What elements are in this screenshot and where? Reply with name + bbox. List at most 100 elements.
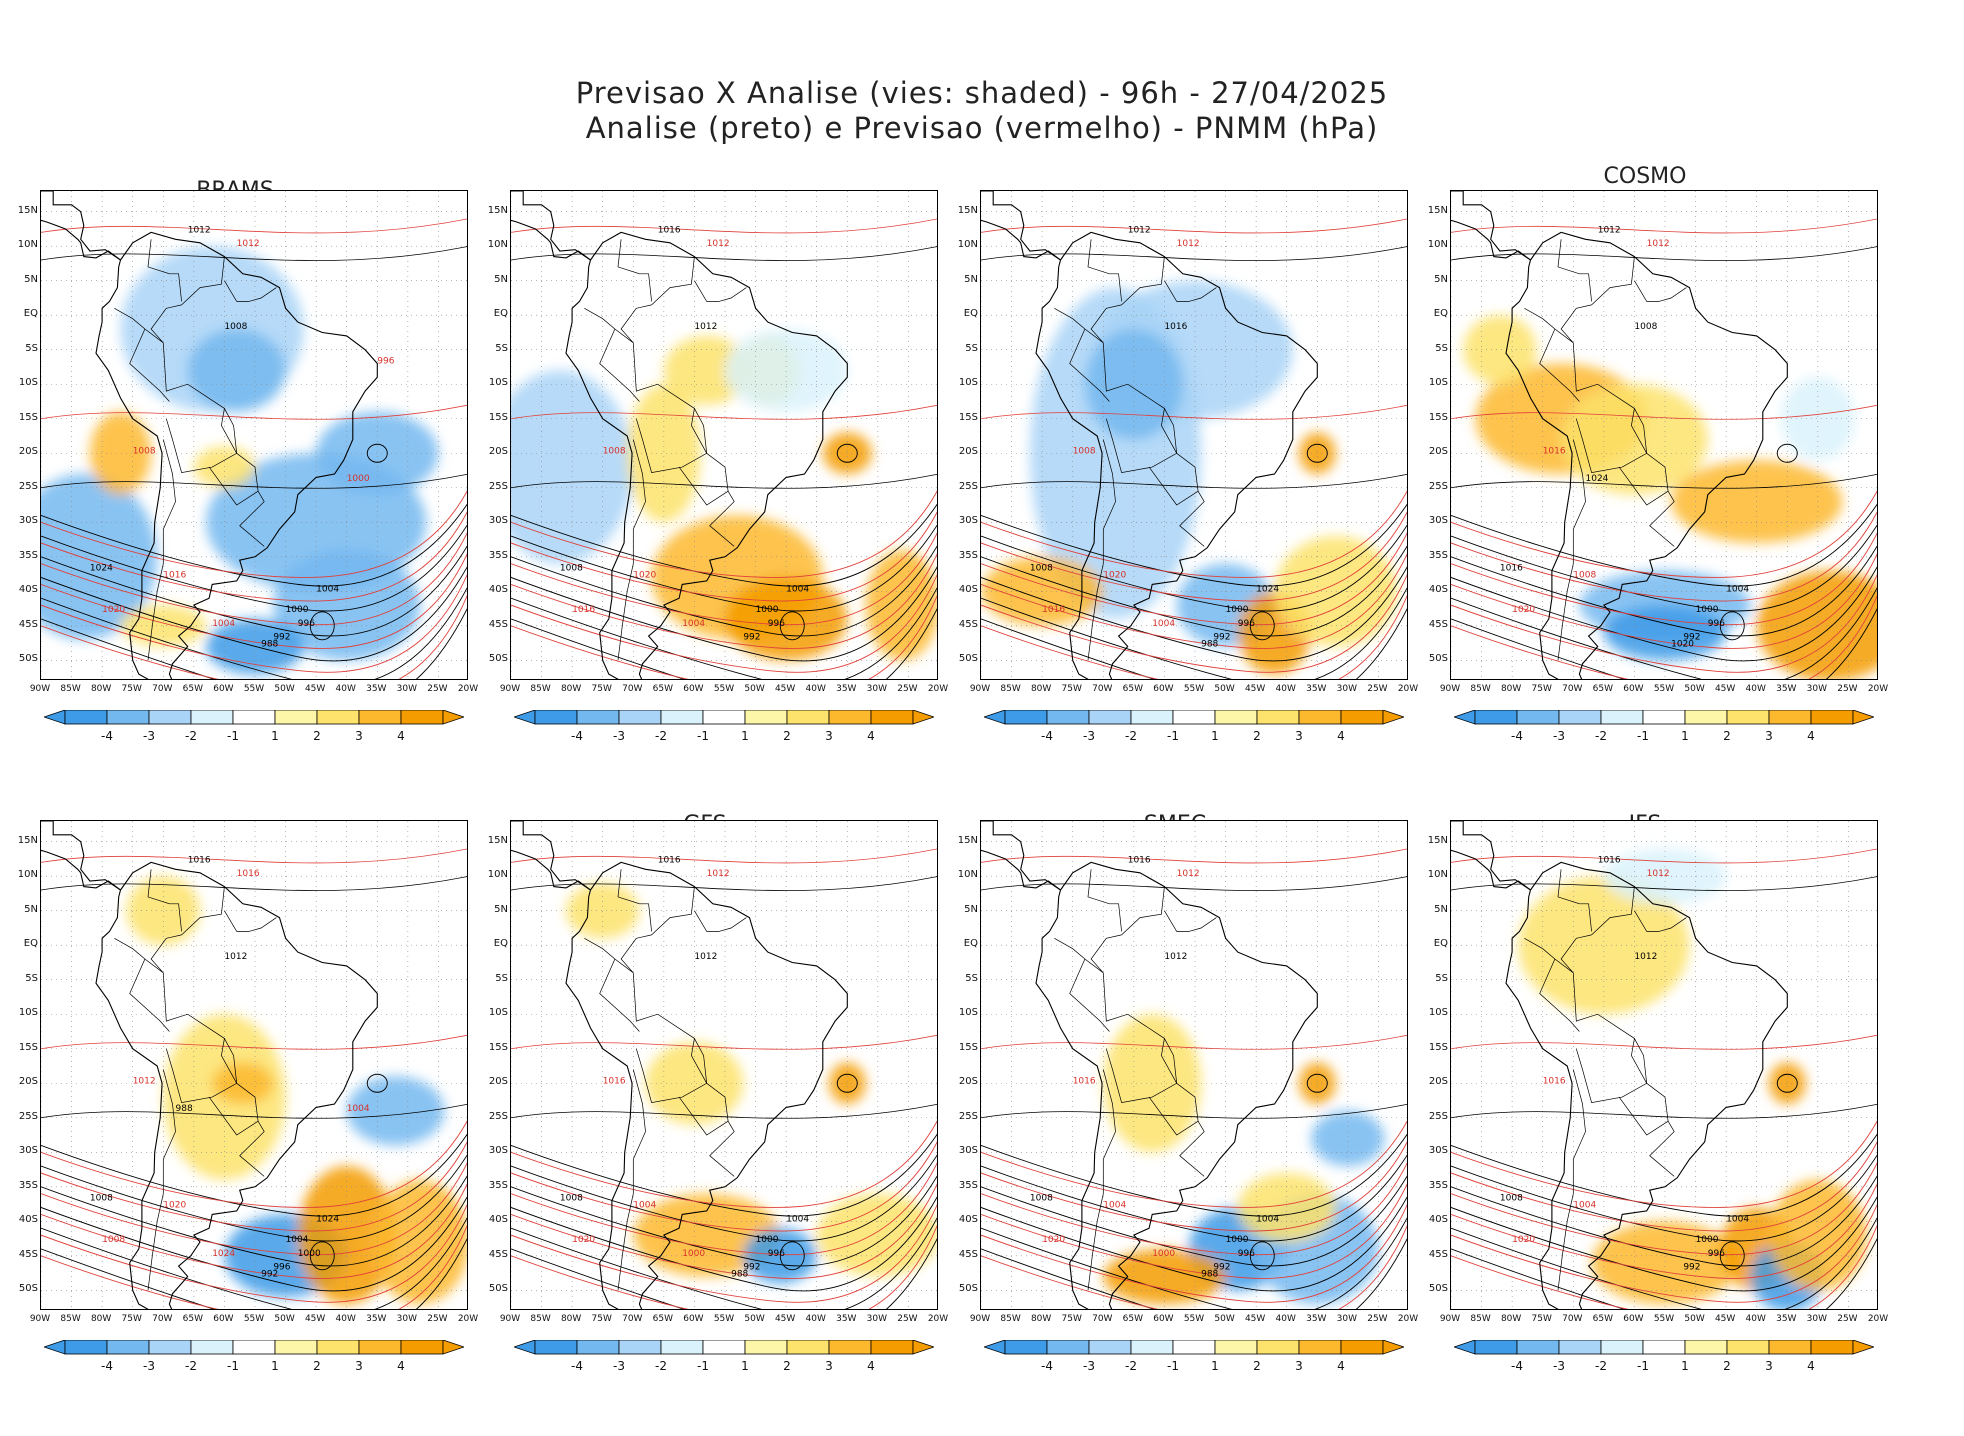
lat-label: 15S	[1428, 1041, 1448, 1053]
forecast-contour-label: 1020	[163, 1200, 186, 1210]
colorbar-tick-label: 1	[741, 729, 749, 743]
lon-label: 50W	[274, 684, 295, 694]
colorbar-tick-label: 2	[1723, 1359, 1731, 1373]
map-plot: 1012 1016 1008 1024 1000 996 992 988 1012 1008 101…	[980, 190, 1408, 680]
analysis-isobar	[1451, 1133, 1877, 1217]
analysis-isobar	[1451, 566, 1877, 662]
analysis-isobar	[981, 876, 1407, 891]
country-border	[617, 439, 646, 661]
lon-label: 85W	[60, 684, 81, 694]
forecast-contour-label: 1008	[603, 446, 626, 456]
analysis-isobar	[981, 1103, 1407, 1119]
lat-label: 30S	[18, 1145, 38, 1157]
colorbar: -4 -3 -2 -1 1 2 3 4	[42, 709, 466, 760]
country-border	[165, 1038, 238, 1104]
country-border	[1572, 972, 1648, 1084]
lon-label: 55W	[1653, 1314, 1675, 1324]
analysis-isobar	[981, 607, 1407, 679]
analysis-isobar	[1306, 443, 1328, 463]
analysis-isobar	[511, 473, 937, 489]
bias-shading	[126, 876, 200, 946]
lat-label: 15S	[1428, 411, 1448, 423]
lat-label: 5N	[494, 903, 508, 915]
lat-label: 45S	[1428, 1248, 1448, 1260]
lon-label: 35W	[366, 1314, 387, 1324]
country-border	[147, 239, 182, 302]
bias-shading	[1768, 1179, 1867, 1291]
colorbar-segment	[618, 1339, 662, 1355]
forecast-isobar	[41, 1224, 467, 1309]
analysis-isobar	[1451, 1196, 1877, 1292]
colorbar-segment	[400, 709, 444, 725]
lat-label: 30S	[1428, 1145, 1448, 1157]
forecast-isobar	[1451, 573, 1877, 673]
analysis-contour-label: 1004	[1726, 1214, 1749, 1224]
bias-shading	[89, 411, 152, 495]
lat-label: 15N	[487, 204, 508, 216]
colorbar-tick-label: -1	[1167, 729, 1179, 743]
forecast-contour-label: 1020	[1042, 1235, 1065, 1245]
colorbar: -4 -3 -2 -1 1 2 3 4	[42, 1339, 466, 1390]
bias-shading	[120, 605, 207, 647]
country-border	[181, 886, 225, 936]
colorbar-tick-label: -2	[655, 729, 667, 743]
bias-shading	[1768, 1062, 1806, 1104]
map-plot: 1016 1012 1008 1004 1000 996 992 988 1012 1016 102…	[980, 820, 1408, 1310]
lat-label: 15S	[18, 1041, 38, 1053]
colorbar-segment	[1256, 1339, 1300, 1355]
lat-label: 10S	[488, 377, 508, 389]
lon-label: 75W	[591, 684, 612, 694]
forecast-isobar	[511, 1183, 937, 1279]
lat-label: 45S	[958, 618, 978, 630]
coastline	[95, 231, 378, 679]
colorbar-segment	[576, 1339, 620, 1355]
lon-label: 70W	[622, 1314, 643, 1324]
colorbar-tick-label: 3	[825, 729, 833, 743]
lon-label: 45W	[774, 684, 796, 694]
lat-label: EQ	[493, 308, 508, 320]
lat-label: 5S	[1435, 972, 1448, 984]
lat-label: 45S	[18, 618, 38, 630]
lon-label: 85W	[530, 1314, 551, 1324]
country-border	[1557, 439, 1586, 661]
lon-label: 25W	[1367, 1314, 1388, 1324]
lat-label: 15N	[487, 834, 508, 846]
colorbar-segment	[1768, 1339, 1812, 1355]
lon-label: 25W	[897, 684, 918, 694]
colorbar-tick-label: -4	[1041, 1359, 1053, 1373]
lon-label: 60W	[213, 684, 234, 694]
colorbar-segment	[786, 709, 830, 725]
lat-label: 15N	[957, 204, 978, 216]
forecast-isobar	[1451, 490, 1877, 578]
bias-shading	[1756, 570, 1877, 679]
country-border	[1105, 408, 1178, 474]
lat-label: EQ	[963, 938, 978, 950]
analysis-contour-label: 992	[1683, 633, 1700, 643]
lon-label: 30W	[866, 684, 888, 694]
colorbar-tick-label: 4	[397, 1359, 405, 1373]
analysis-contour-label: 992	[1683, 1263, 1700, 1273]
map-plot: 1012 1008 1016 1004 1000 996 992 1020 1024 1012 10…	[1450, 190, 1878, 680]
lon-label: 30W	[1806, 684, 1828, 694]
colorbar-tick-label: -3	[1553, 1359, 1565, 1373]
colorbar-tick-label: -1	[227, 729, 239, 743]
country-border	[1591, 886, 1635, 936]
colorbar-segment	[1474, 709, 1518, 725]
forecast-isobar	[41, 1034, 467, 1050]
analysis-contour-label: 996	[1238, 1249, 1255, 1259]
analysis-contour-label: 988	[1201, 639, 1218, 649]
country-border	[1179, 491, 1205, 547]
analysis-isobar	[981, 1217, 1407, 1309]
country-border	[1591, 256, 1635, 306]
lon-label: 35W	[1776, 684, 1797, 694]
analysis-isobar	[1451, 545, 1877, 637]
country-border	[114, 304, 182, 344]
lon-label: 50W	[1214, 1314, 1235, 1324]
bias-shading	[316, 411, 439, 495]
colorbar-tick-label: 3	[825, 1359, 833, 1373]
colorbar-tick-label: 2	[1723, 729, 1731, 743]
lat-label: 10S	[958, 1007, 978, 1019]
colorbar-segment	[1810, 709, 1854, 725]
lat-label: 35S	[1428, 1179, 1448, 1191]
